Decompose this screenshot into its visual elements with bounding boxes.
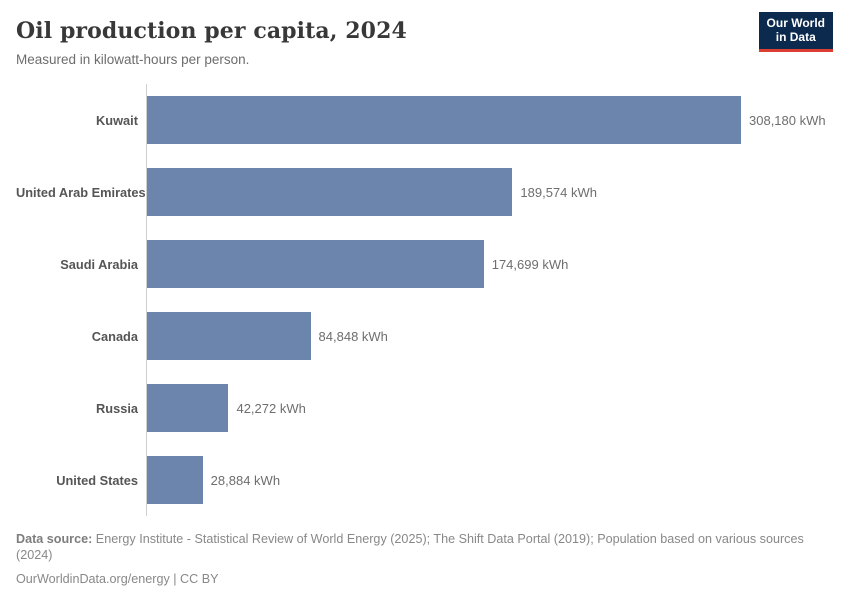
value-label: 189,574 kWh: [520, 184, 597, 200]
bar-track: 308,180 kWh: [146, 84, 834, 156]
data-source-text: Energy Institute - Statistical Review of…: [16, 532, 804, 563]
bar-track: 42,272 kWh: [146, 372, 834, 444]
data-source-line: Data source: Energy Institute - Statisti…: [16, 531, 822, 563]
chart-row: Canada 84,848 kWh: [16, 300, 834, 372]
bar-chart: Kuwait 308,180 kWh United Arab Emirates …: [16, 84, 834, 516]
country-bar[interactable]: [147, 168, 513, 216]
chart-row: United States 28,884 kWh: [16, 444, 834, 516]
chart-row: United Arab Emirates 189,574 kWh: [16, 156, 834, 228]
category-label: Kuwait: [96, 112, 138, 128]
value-label: 42,272 kWh: [236, 400, 306, 416]
category-label: United States: [56, 472, 138, 488]
category-label: Russia: [96, 400, 138, 416]
chart-header: Oil production per capita, 2024 Measured…: [16, 12, 834, 67]
data-source-label: Data source:: [16, 532, 93, 546]
chart-rows: Kuwait 308,180 kWh United Arab Emirates …: [16, 84, 834, 516]
owid-logo[interactable]: Our World in Data: [758, 12, 833, 52]
chart-row: Russia 42,272 kWh: [16, 372, 834, 444]
chart-footer: Data source: Energy Institute - Statisti…: [16, 531, 834, 586]
license-line: OurWorldinData.org/energy | CC BY: [16, 572, 834, 586]
value-label: 308,180 kWh: [749, 112, 826, 128]
value-label: 84,848 kWh: [318, 328, 388, 344]
chart-row: Saudi Arabia 174,699 kWh: [16, 228, 834, 300]
owid-url-link[interactable]: OurWorldinData.org/energy: [16, 572, 170, 587]
value-label: 28,884 kWh: [210, 472, 281, 488]
country-bar[interactable]: [147, 96, 741, 144]
chart-subtitle: Measured in kilowatt-hours per person.: [16, 52, 250, 67]
chart-title: Oil production per capita, 2024: [16, 18, 407, 44]
owid-logo-line2: in Data: [775, 29, 816, 44]
license-separator: |: [169, 572, 181, 587]
country-bar[interactable]: [147, 384, 229, 432]
owid-logo-line1: Our World: [766, 16, 825, 30]
country-bar[interactable]: [147, 240, 484, 288]
category-label: Saudi Arabia: [60, 256, 138, 272]
chart-row: Kuwait 308,180 kWh: [16, 84, 834, 156]
cc-by-link[interactable]: CC BY: [180, 572, 219, 587]
category-label: United Arab Emirates: [16, 184, 146, 200]
bar-track: 189,574 kWh: [146, 156, 834, 228]
bar-track: 28,884 kWh: [146, 444, 834, 516]
category-label: Canada: [91, 328, 138, 344]
country-bar[interactable]: [147, 312, 311, 360]
country-bar[interactable]: [147, 456, 203, 504]
bar-track: 84,848 kWh: [146, 300, 834, 372]
bar-track: 174,699 kWh: [146, 228, 834, 300]
value-label: 174,699 kWh: [491, 256, 569, 272]
